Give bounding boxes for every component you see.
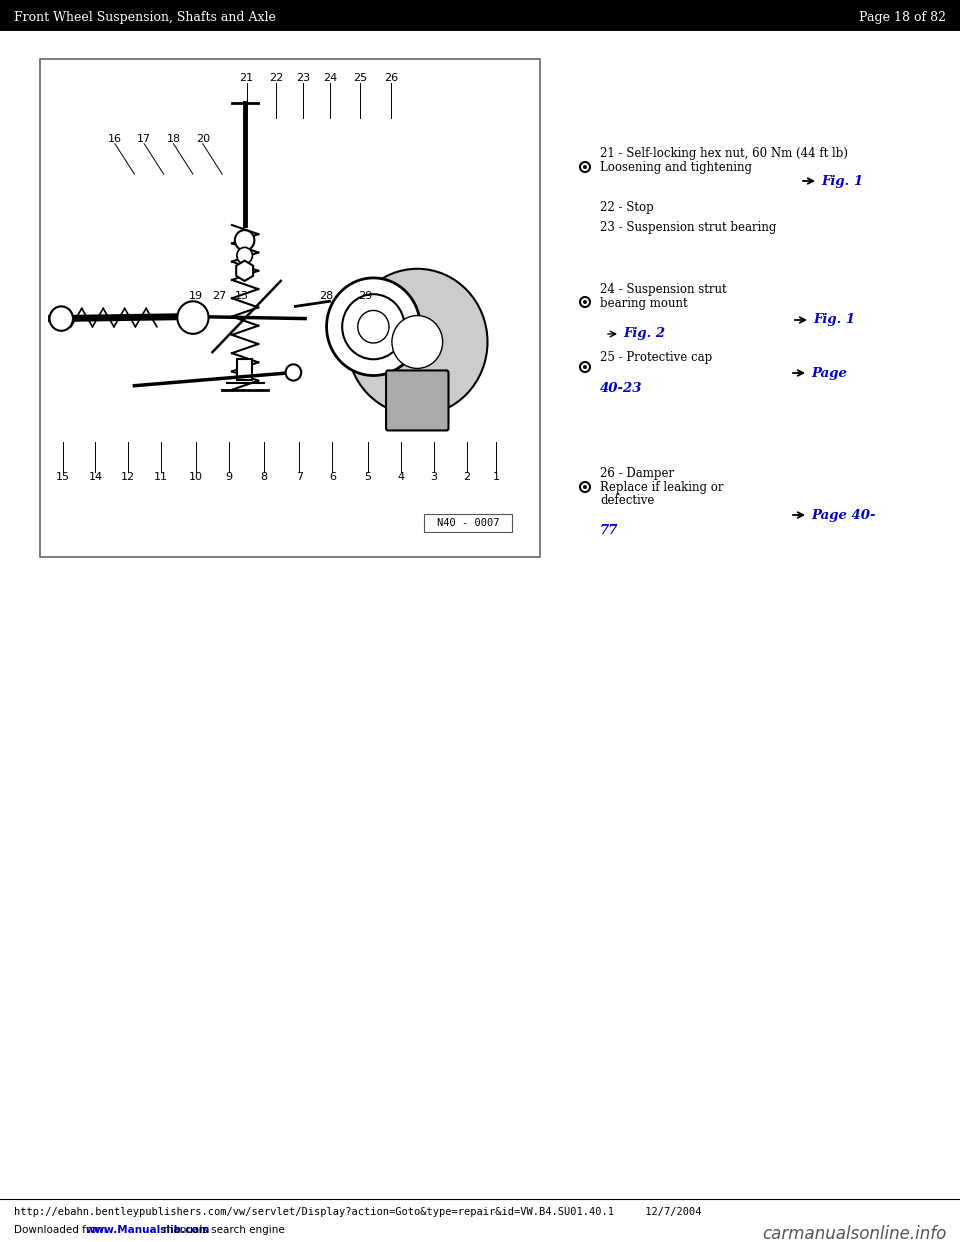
Text: 9: 9: [226, 472, 232, 482]
Text: defective: defective: [600, 494, 655, 508]
Text: 16: 16: [108, 134, 122, 144]
Text: 26 - Damper: 26 - Damper: [600, 467, 674, 479]
Bar: [0, 0, 960, 10]
Text: 24 - Suspension strut: 24 - Suspension strut: [600, 283, 727, 297]
Circle shape: [583, 484, 587, 489]
Text: 15: 15: [57, 472, 70, 482]
Text: 27: 27: [212, 291, 227, 302]
Circle shape: [580, 297, 590, 307]
Text: Page: Page: [811, 366, 847, 380]
Text: 8: 8: [260, 472, 268, 482]
Text: 11: 11: [154, 472, 168, 482]
Circle shape: [583, 165, 587, 169]
Bar: [40, 60, 540, 556]
Text: 19: 19: [189, 291, 203, 302]
Text: 18: 18: [166, 134, 180, 144]
Text: 5: 5: [364, 472, 371, 482]
Text: 17: 17: [137, 134, 152, 144]
Text: 3: 3: [430, 472, 438, 482]
Circle shape: [580, 161, 590, 171]
Text: Replace if leaking or: Replace if leaking or: [600, 481, 724, 493]
Text: 21: 21: [240, 72, 253, 82]
Text: http://ebahn.bentleypublishers.com/vw/servlet/Display?action=Goto&type=repair&id: http://ebahn.bentleypublishers.com/vw/se…: [14, 1207, 702, 1217]
Text: bearing mount: bearing mount: [600, 298, 687, 310]
Text: Downloaded from: Downloaded from: [14, 1225, 109, 1235]
Text: 6: 6: [329, 472, 336, 482]
Text: 1: 1: [492, 472, 500, 482]
Circle shape: [178, 302, 208, 334]
Text: 29: 29: [358, 291, 372, 302]
Circle shape: [580, 361, 590, 373]
Circle shape: [286, 364, 301, 380]
FancyBboxPatch shape: [386, 370, 448, 431]
Circle shape: [583, 301, 587, 304]
Bar: [0, 1199, 960, 1242]
Text: 4: 4: [397, 472, 404, 482]
Text: 21 - Self-locking hex nut, 60 Nm (44 ft lb): 21 - Self-locking hex nut, 60 Nm (44 ft …: [600, 147, 848, 159]
Circle shape: [342, 294, 404, 359]
Text: 13: 13: [234, 291, 249, 302]
Circle shape: [237, 247, 252, 263]
Text: 20: 20: [196, 134, 209, 144]
FancyBboxPatch shape: [237, 359, 252, 380]
Text: 25 - Protective cap: 25 - Protective cap: [600, 350, 712, 364]
Text: Page 18 of 82: Page 18 of 82: [859, 11, 946, 25]
Text: 22: 22: [269, 72, 283, 82]
Text: Fig. 1: Fig. 1: [821, 174, 863, 188]
Text: 24: 24: [324, 72, 338, 82]
Circle shape: [358, 310, 389, 343]
Text: 25: 25: [352, 72, 367, 82]
Text: www.Manualslib.com: www.Manualslib.com: [86, 1225, 210, 1235]
Circle shape: [392, 315, 443, 369]
Bar: [424, 514, 512, 532]
Circle shape: [50, 307, 73, 330]
Text: 28: 28: [320, 291, 334, 302]
Text: Front Wheel Suspension, Shafts and Axle: Front Wheel Suspension, Shafts and Axle: [14, 11, 276, 25]
Bar: [0, 0, 960, 32]
Circle shape: [583, 365, 587, 369]
Circle shape: [235, 230, 254, 251]
Text: 40-23: 40-23: [600, 383, 642, 395]
Circle shape: [326, 278, 420, 375]
Text: N40 - 0007: N40 - 0007: [437, 518, 499, 528]
Text: Fig. 2: Fig. 2: [623, 328, 665, 340]
Text: carmanualsonline.info: carmanualsonline.info: [761, 1225, 946, 1242]
Text: 2: 2: [464, 472, 470, 482]
Text: Loosening and tightening: Loosening and tightening: [600, 160, 752, 174]
Text: 77: 77: [600, 524, 618, 538]
Text: 7: 7: [296, 472, 302, 482]
Circle shape: [348, 268, 488, 415]
Circle shape: [580, 482, 590, 492]
Text: 12: 12: [121, 472, 134, 482]
Text: Fig. 1: Fig. 1: [813, 313, 855, 327]
Text: 22 - Stop: 22 - Stop: [600, 200, 654, 214]
Text: 10: 10: [189, 472, 203, 482]
Text: Page 40-: Page 40-: [811, 508, 876, 522]
Text: 23: 23: [296, 72, 310, 82]
Text: 23 - Suspension strut bearing: 23 - Suspension strut bearing: [600, 221, 777, 233]
Text: 14: 14: [88, 472, 103, 482]
Text: manuals search engine: manuals search engine: [160, 1225, 285, 1235]
Text: 26: 26: [384, 72, 398, 82]
